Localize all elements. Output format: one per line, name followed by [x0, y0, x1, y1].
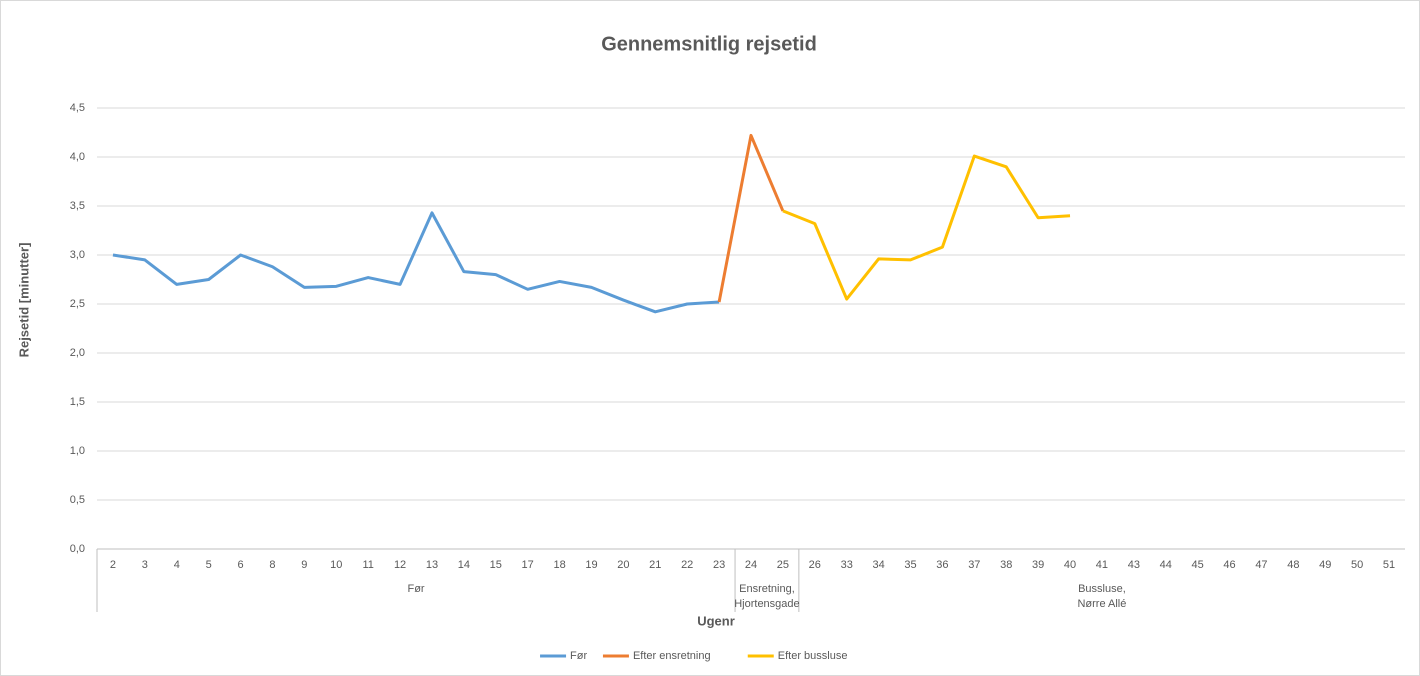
y-tick-label: 0,0 [70, 543, 85, 555]
x-tick-label: 24 [745, 559, 757, 571]
x-tick-label: 22 [681, 559, 693, 571]
group-label: Bussluse, [1078, 583, 1126, 595]
x-tick-label: 8 [269, 559, 275, 571]
x-axis-title: Ugenr [697, 613, 735, 628]
legend-label: Før [570, 650, 587, 662]
y-tick-label: 0,5 [70, 494, 85, 506]
x-tick-label: 9 [301, 559, 307, 571]
x-tick-label: 46 [1223, 559, 1235, 571]
legend-label: Efter bussluse [778, 650, 848, 662]
x-tick-label: 36 [936, 559, 948, 571]
x-tick-label: 4 [174, 559, 180, 571]
x-tick-label: 13 [426, 559, 438, 571]
series-line [782, 154, 1071, 301]
series-line [717, 133, 785, 303]
x-tick-label: 23 [713, 559, 725, 571]
x-tick-label: 51 [1383, 559, 1395, 571]
legend-label: Efter ensretning [633, 650, 711, 662]
x-tick-label: 48 [1287, 559, 1299, 571]
x-tick-label: 21 [649, 559, 661, 571]
x-tick-label: 44 [1160, 559, 1172, 571]
x-tick-label: 20 [617, 559, 629, 571]
x-tick-label: 50 [1351, 559, 1363, 571]
x-tick-label: 37 [968, 559, 980, 571]
y-tick-label: 2,0 [70, 347, 85, 359]
x-tick-label: 41 [1096, 559, 1108, 571]
x-tick-label: 19 [585, 559, 597, 571]
x-tick-label: 49 [1319, 559, 1331, 571]
series-line [112, 211, 720, 314]
x-tick-label: 11 [362, 559, 373, 571]
x-tick-label: 6 [237, 559, 243, 571]
x-tick-label: 18 [553, 559, 565, 571]
x-tick-label: 26 [809, 559, 821, 571]
x-tick-label: 10 [330, 559, 342, 571]
y-tick-label: 1,0 [70, 445, 85, 457]
x-tick-label: 34 [872, 559, 884, 571]
x-tick-label: 17 [522, 559, 534, 571]
y-tick-label: 3,5 [70, 200, 85, 212]
y-tick-label: 2,5 [70, 298, 85, 310]
y-tick-label: 4,0 [70, 151, 85, 163]
y-tick-label: 4,5 [70, 102, 85, 114]
x-tick-label: 2 [110, 559, 116, 571]
y-tick-label: 3,0 [70, 249, 85, 261]
x-tick-label: 15 [490, 559, 502, 571]
y-axis-title: Rejsetid [minutter] [16, 243, 31, 358]
x-tick-label: 14 [458, 559, 470, 571]
x-tick-label: 12 [394, 559, 406, 571]
group-label: Hjortensgade [734, 598, 799, 610]
group-label: Før [407, 583, 424, 595]
x-tick-label: 38 [1000, 559, 1012, 571]
x-tick-label: 45 [1192, 559, 1204, 571]
chart-title: Gennemsnitlig rejsetid [601, 33, 817, 55]
x-tick-label: 47 [1255, 559, 1267, 571]
group-label: Ensretning, [739, 583, 795, 595]
x-tick-label: 25 [777, 559, 789, 571]
x-tick-label: 39 [1032, 559, 1044, 571]
group-label: Nørre Allé [1077, 598, 1126, 610]
y-tick-label: 1,5 [70, 396, 85, 408]
x-tick-label: 3 [142, 559, 148, 571]
x-tick-label: 40 [1064, 559, 1076, 571]
x-tick-label: 5 [206, 559, 212, 571]
x-tick-label: 33 [841, 559, 853, 571]
x-tick-label: 43 [1128, 559, 1140, 571]
x-tick-label: 35 [904, 559, 916, 571]
